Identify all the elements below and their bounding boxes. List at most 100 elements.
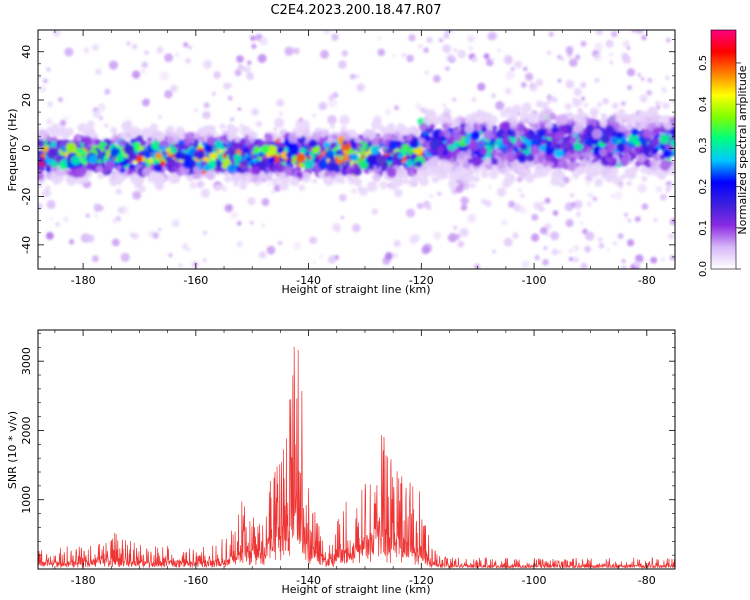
heatmap-cell [91, 144, 97, 150]
heatmap-cell [444, 30, 453, 34]
heatmap-cell [252, 158, 258, 164]
heatmap-cell [623, 101, 627, 105]
heatmap-cell [318, 171, 325, 178]
heatmap-cell [267, 183, 271, 187]
heatmap-cell [406, 134, 413, 141]
heatmap-cell [537, 111, 548, 122]
heatmap-cell [582, 228, 588, 235]
heatmap-cell [490, 157, 498, 166]
heatmap-cell [150, 140, 162, 151]
heatmap-cell [544, 197, 551, 204]
heatmap-cell [573, 133, 579, 138]
snr-x-tick-label: -100 [522, 574, 547, 587]
heatmap-cell [46, 67, 51, 72]
heatmap-cell [669, 217, 675, 226]
heatmap-cell [64, 47, 74, 57]
spectrogram-x-tick-label: -180 [71, 274, 96, 287]
heatmap-cell [592, 161, 600, 169]
heatmap-cell [573, 199, 583, 210]
heatmap-cell [142, 167, 152, 177]
heatmap-cell [544, 121, 553, 130]
heatmap-cell [74, 166, 86, 178]
heatmap-cell [367, 163, 375, 170]
heatmap-cell [237, 64, 244, 70]
heatmap-cell [470, 182, 476, 189]
heatmap-cell [213, 71, 221, 79]
heatmap-cell [56, 132, 62, 137]
heatmap-cell [558, 250, 562, 254]
heatmap-cell [408, 178, 417, 187]
heatmap-cell [517, 154, 527, 164]
heatmap-cell [155, 152, 163, 160]
heatmap-cell [92, 44, 99, 52]
heatmap-cell [424, 131, 429, 136]
heatmap-cell [453, 133, 463, 142]
heatmap-cell [519, 114, 527, 121]
heatmap-cell [544, 165, 553, 173]
heatmap-cell [483, 53, 490, 60]
heatmap-cell [580, 82, 587, 89]
heatmap-cell [335, 150, 341, 156]
heatmap-cell [247, 197, 256, 206]
spectrogram-x-tick-label: -80 [638, 274, 656, 287]
heatmap-cell [565, 46, 574, 54]
heatmap-cell [277, 241, 283, 246]
heatmap-cell [586, 124, 595, 133]
heatmap-cell [642, 128, 652, 138]
spectrogram-heatmap [38, 30, 675, 269]
heatmap-cell [665, 75, 670, 81]
heatmap-cell [123, 121, 131, 129]
heatmap-cell [197, 127, 208, 138]
colorbar-label: Normalized spectral amplitude [736, 65, 749, 234]
heatmap-cell [341, 216, 345, 220]
heatmap-cell [227, 82, 233, 88]
heatmap-cell [585, 231, 595, 241]
heatmap-cell [580, 151, 586, 157]
heatmap-cell [331, 33, 339, 41]
heatmap-cell [232, 126, 240, 134]
heatmap-cell [237, 107, 241, 111]
heatmap-cell [424, 135, 431, 142]
heatmap-cell [639, 94, 648, 103]
heatmap-cell [314, 127, 321, 133]
snr-panel: -180 -160 -140 -120 -100 -80 1000 2000 3000 Hei… [6, 329, 676, 596]
heatmap-cell [448, 174, 456, 182]
heatmap-cell [442, 123, 448, 129]
heatmap-cell [464, 137, 471, 145]
colorbar-gradient [711, 30, 736, 269]
heatmap-cell [41, 145, 49, 154]
heatmap-cell [206, 171, 214, 180]
heatmap-cell [549, 132, 556, 139]
heatmap-cell [530, 233, 540, 242]
heatmap-cell [665, 184, 672, 190]
heatmap-cell [600, 113, 606, 118]
heatmap-cell [405, 208, 416, 218]
heatmap-cell [215, 159, 223, 167]
heatmap-cell [147, 230, 155, 238]
heatmap-cell [103, 123, 109, 128]
heatmap-cell [156, 46, 164, 54]
heatmap-cell [239, 145, 246, 152]
heatmap-cell [496, 187, 507, 197]
heatmap-cell [157, 115, 163, 120]
heatmap-cell [600, 134, 610, 144]
heatmap-cell [239, 168, 245, 174]
heatmap-cell [178, 131, 184, 138]
heatmap-cell [568, 256, 574, 262]
heatmap-cell [454, 161, 461, 167]
heatmap-cell [428, 156, 440, 168]
heatmap-cell [598, 242, 605, 249]
heatmap-cell [382, 256, 391, 265]
heatmap-cell [619, 174, 626, 180]
heatmap-cell [250, 130, 256, 136]
heatmap-cell [474, 114, 479, 119]
heatmap-cell [299, 119, 310, 131]
heatmap-cell [541, 101, 549, 110]
heatmap-cell [474, 170, 480, 176]
heatmap-cell [445, 66, 450, 71]
heatmap-cell [416, 202, 424, 210]
heatmap-cell [650, 137, 660, 147]
heatmap-cell [64, 127, 74, 137]
heatmap-cell [203, 164, 211, 172]
spectrogram-frame [37, 29, 676, 270]
